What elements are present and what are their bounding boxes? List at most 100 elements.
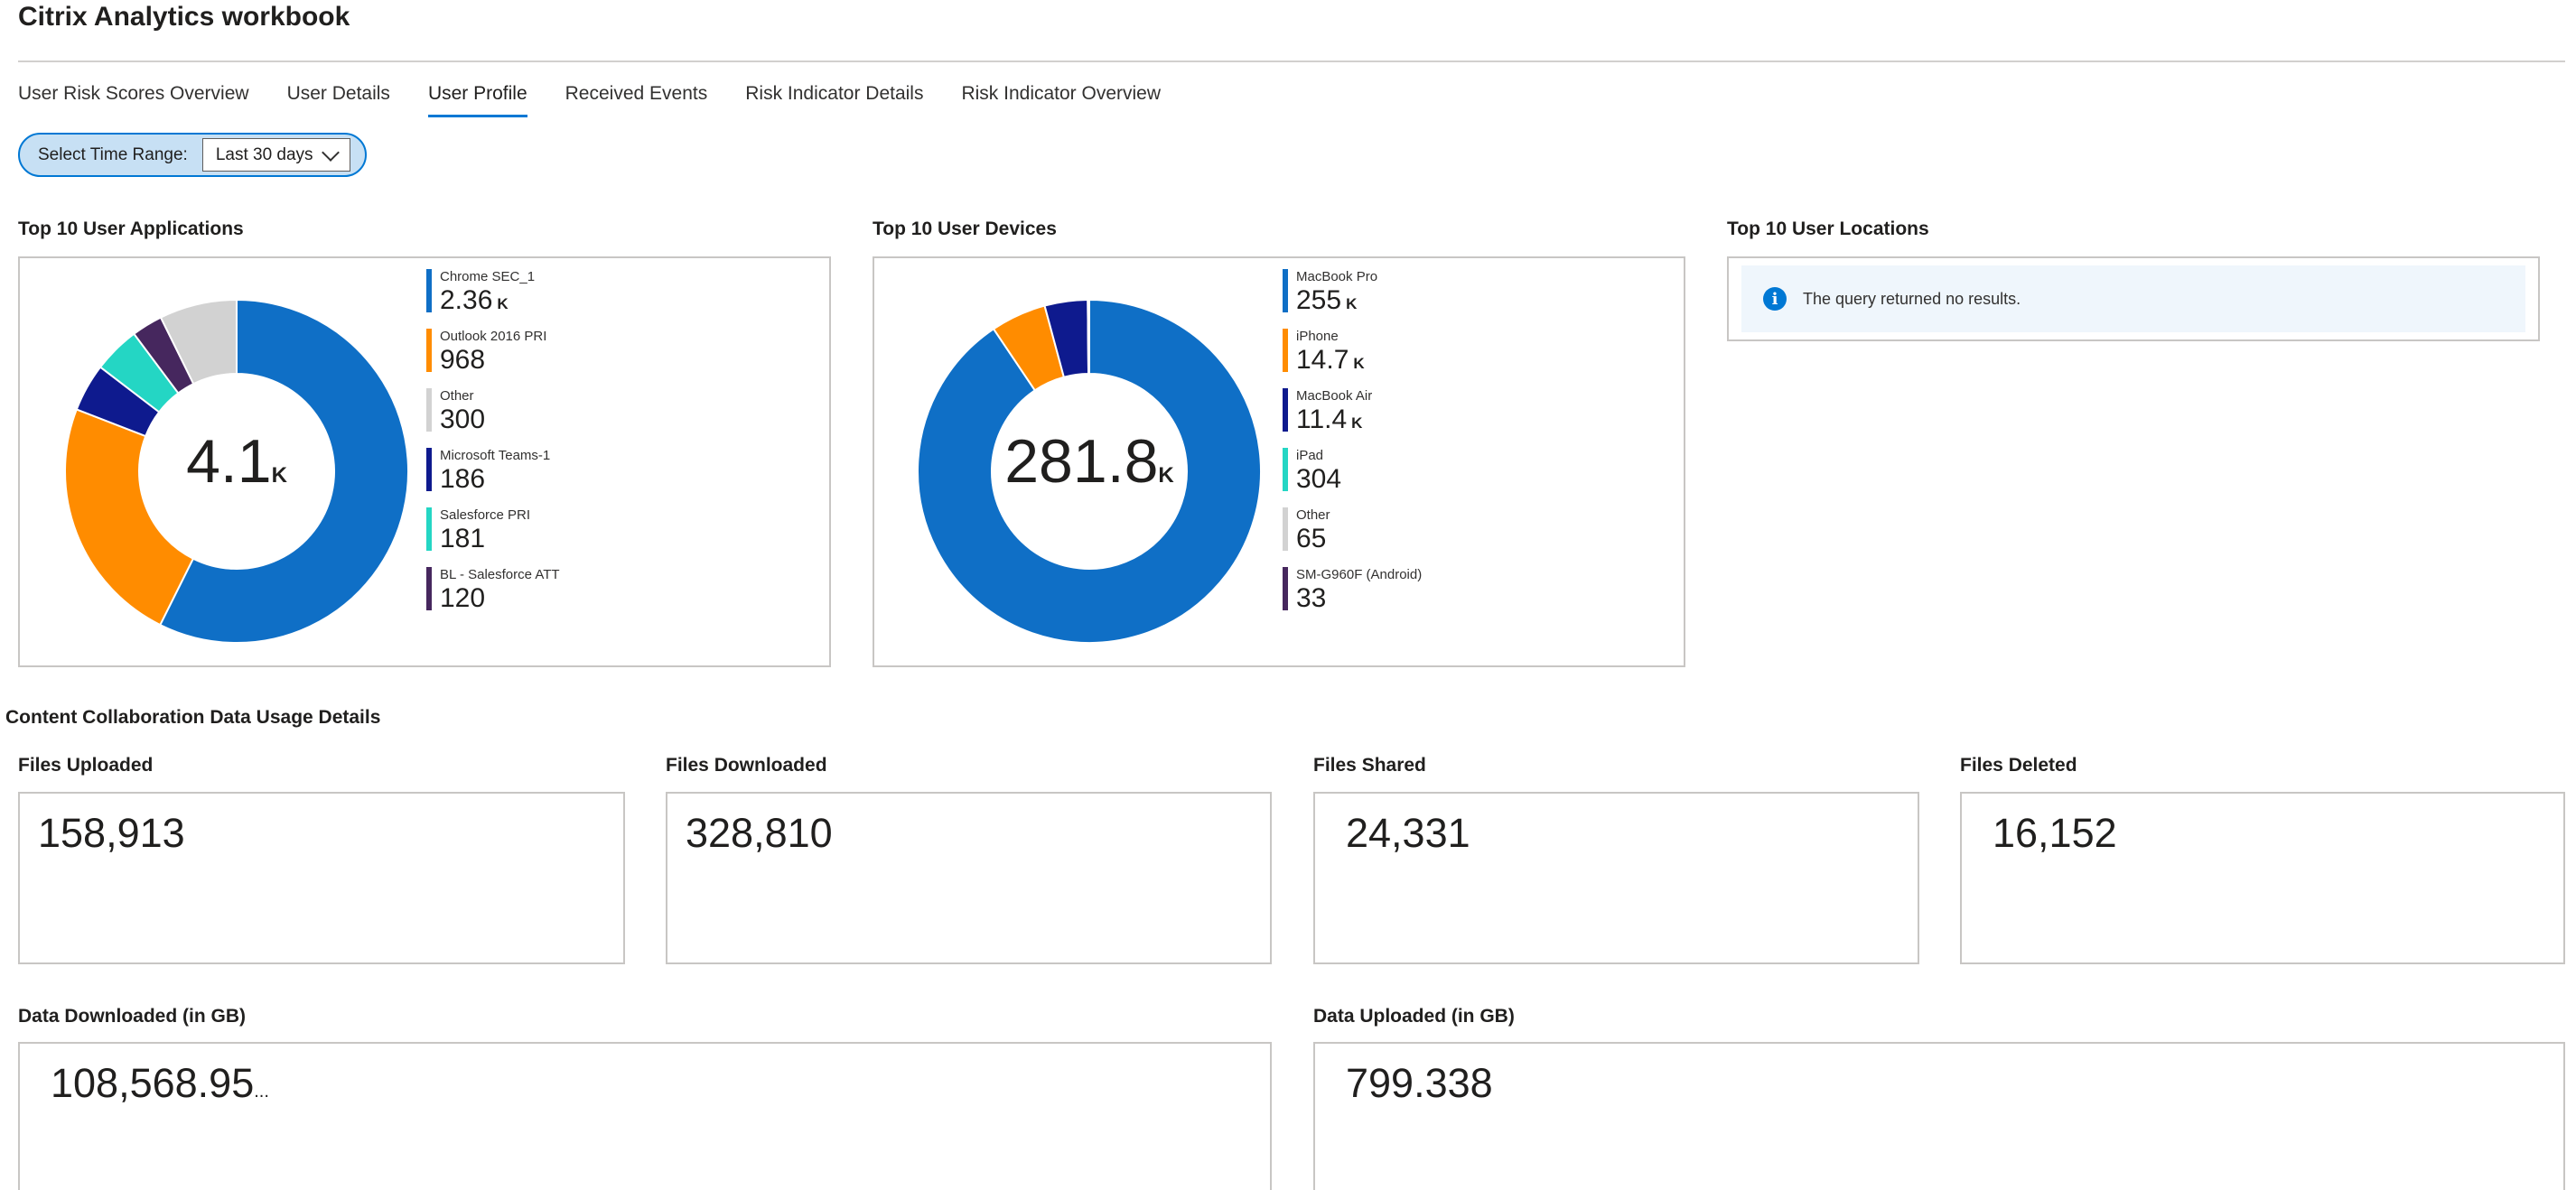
tab-user-profile[interactable]: User Profile [427, 79, 527, 121]
tab-risk-indicator-overview[interactable]: Risk Indicator Overview [961, 83, 1162, 104]
data-uploaded-tile[interactable]: 799.338 [1313, 1042, 2565, 1190]
legend-swatch [426, 507, 432, 551]
legend-name: MacBook Pro [1296, 269, 1378, 284]
applications-panel: 4.1K Chrome SEC_1 2.36 K Outlook 2016 PRI 9… [18, 256, 831, 667]
info-icon: i [1763, 287, 1787, 311]
devices-total-value: 281.8 [1004, 427, 1159, 496]
legend-swatch [1283, 567, 1288, 610]
applications-total-unit: K [271, 463, 287, 488]
legend-name: Other [1296, 507, 1330, 523]
legend-swatch [426, 329, 432, 372]
files-shared-label: Files Shared [1313, 755, 1426, 776]
no-results-message: i The query returned no results. [1741, 265, 2525, 332]
devices-total: 281.8K [909, 426, 1270, 497]
legend-value-number: 65 [1296, 524, 1327, 553]
title-divider [18, 60, 2565, 62]
devices-title: Top 10 User Devices [873, 218, 1057, 239]
legend-value-number: 11.4 [1296, 404, 1348, 434]
legend-value: 65 [1296, 524, 1330, 554]
legend-value-number: 33 [1296, 583, 1327, 613]
legend-value-number: 14.7 [1296, 345, 1349, 375]
legend-name: SM-G960F (Android) [1296, 567, 1423, 582]
legend-swatch [426, 567, 432, 610]
legend-swatch [1283, 269, 1288, 312]
legend-value: 255 K [1296, 285, 1357, 316]
legend-name: Salesforce PRI [440, 507, 531, 523]
data-downloaded-value: 108,568.95... [51, 1060, 269, 1107]
donut-slice-macbook-pro[interactable] [917, 298, 1262, 644]
legend-value-unit: K [497, 295, 509, 312]
files-shared-tile[interactable]: 24,331 [1313, 792, 1919, 964]
tab-user-details[interactable]: User Details [286, 83, 390, 104]
legend-value: 304 [1296, 464, 1346, 495]
applications-total-value: 4.1 [186, 427, 272, 496]
devices-total-unit: K [1158, 463, 1174, 488]
donut-slice-other[interactable] [159, 298, 238, 386]
legend-name: BL - Salesforce ATT [440, 567, 560, 582]
locations-title: Top 10 User Locations [1727, 218, 1929, 239]
tab-received-events[interactable]: Received Events [565, 83, 708, 104]
legend-value-number: 186 [440, 464, 486, 494]
legend-name: iPhone [1296, 329, 1339, 344]
legend-value-number: 255 [1296, 285, 1342, 315]
time-range-dropdown[interactable]: Last 30 days [201, 138, 350, 172]
legend-name: Outlook 2016 PRI [440, 329, 547, 344]
legend-swatch [426, 448, 432, 491]
legend-name: Microsoft Teams-1 [440, 448, 551, 463]
devices-panel: 281.8K MacBook Pro 255 K iPhone 14.7 K MacBo… [873, 256, 1685, 667]
legend-value: 186 [440, 464, 490, 495]
truncation-ellipsis: ... [254, 1082, 269, 1102]
tab-bar: User Risk Scores Overview User Details U… [18, 79, 1199, 121]
files-downloaded-label: Files Downloaded [666, 755, 827, 776]
legend-value-unit: K [1351, 414, 1363, 432]
legend-swatch [426, 388, 432, 432]
tab-user-risk-scores-overview[interactable]: User Risk Scores Overview [18, 83, 249, 104]
files-downloaded-tile[interactable]: 328,810 [666, 792, 1272, 964]
legend-value-number: 181 [440, 524, 486, 553]
legend-value-number: 300 [440, 404, 486, 434]
legend-value-number: 304 [1296, 464, 1342, 494]
data-downloaded-label: Data Downloaded (in GB) [18, 1006, 246, 1027]
legend-swatch [426, 269, 432, 312]
files-shared-value: 24,331 [1346, 810, 1470, 856]
legend-value: 300 [440, 404, 490, 435]
time-range-parameter: Select Time Range: Last 30 days [18, 133, 367, 177]
files-deleted-value: 16,152 [1993, 810, 2117, 856]
files-uploaded-tile[interactable]: 158,913 [18, 792, 625, 964]
legend-value: 2.36 K [440, 285, 509, 316]
legend-value: 968 [440, 345, 490, 376]
legend-value-unit: K [1346, 295, 1358, 312]
legend-name: iPad [1296, 448, 1324, 463]
chevron-down-icon [321, 143, 340, 162]
page-title: Citrix Analytics workbook [18, 2, 350, 32]
data-downloaded-tile[interactable]: 108,568.95... [18, 1042, 1272, 1190]
legend-value-unit: K [1353, 355, 1365, 372]
applications-total: 4.1K [56, 426, 417, 497]
applications-title: Top 10 User Applications [18, 218, 244, 239]
legend-name: MacBook Air [1296, 388, 1373, 404]
legend-value: 33 [1296, 583, 1330, 614]
data-uploaded-label: Data Uploaded (in GB) [1313, 1006, 1515, 1027]
files-uploaded-value: 158,913 [38, 810, 185, 856]
legend-value: 14.7 K [1296, 345, 1365, 376]
time-range-label: Select Time Range: [38, 144, 188, 164]
donut-slice-chrome-sec-1[interactable] [158, 298, 409, 644]
collab-section-title: Content Collaboration Data Usage Details [5, 707, 381, 728]
no-results-text: The query returned no results. [1803, 289, 2021, 308]
files-deleted-label: Files Deleted [1960, 755, 2077, 776]
applications-donut-chart [64, 298, 409, 644]
legend-swatch [1283, 388, 1288, 432]
files-downloaded-value: 328,810 [686, 810, 833, 856]
legend-swatch [1283, 448, 1288, 491]
legend-swatch [1283, 507, 1288, 551]
tab-risk-indicator-details[interactable]: Risk Indicator Details [745, 83, 924, 104]
time-range-value: Last 30 days [215, 144, 313, 164]
legend-value-number: 2.36 [440, 285, 493, 315]
legend-swatch [1283, 329, 1288, 372]
legend-value-number: 120 [440, 583, 486, 613]
donut-slice-outlook-2016-pri[interactable] [64, 408, 195, 627]
devices-donut-chart [917, 298, 1262, 644]
legend-value-number: 968 [440, 345, 486, 375]
files-deleted-tile[interactable]: 16,152 [1960, 792, 2565, 964]
data-uploaded-value: 799.338 [1346, 1060, 1493, 1106]
